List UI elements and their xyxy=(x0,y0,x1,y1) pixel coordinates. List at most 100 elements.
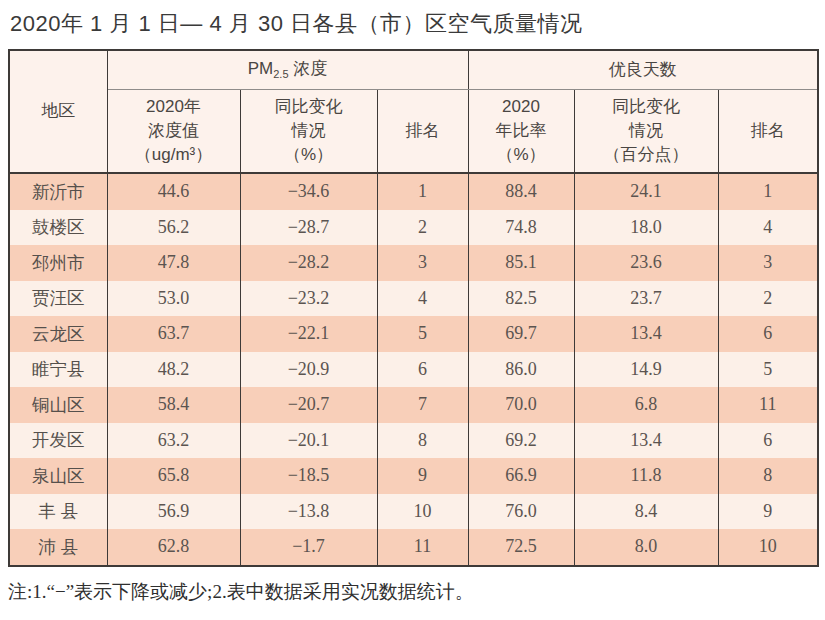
days-change-cell: 8.4 xyxy=(574,494,718,530)
pm-rank-cell: 4 xyxy=(377,281,468,317)
days-rank-cell: 10 xyxy=(718,529,818,566)
days-rank-cell: 9 xyxy=(718,494,818,530)
days-change-cell: 11.8 xyxy=(574,458,718,494)
table-row: 鼓楼区56.2−28.7274.818.04 xyxy=(9,210,818,246)
days-ratio-cell: 88.4 xyxy=(468,173,574,210)
table-row: 睢宁县48.2−20.9686.014.95 xyxy=(9,352,818,388)
days-ratio-cell: 76.0 xyxy=(468,494,574,530)
pm-change-cell: −22.1 xyxy=(240,316,377,352)
days-ratio-cell: 66.9 xyxy=(468,458,574,494)
pm-rank-cell: 8 xyxy=(377,423,468,459)
region-cell: 云龙区 xyxy=(9,316,107,352)
pm-value-cell: 58.4 xyxy=(107,387,240,423)
pm-value-cell: 47.8 xyxy=(107,245,240,281)
pm-value-cell: 48.2 xyxy=(107,352,240,388)
pm-rank-cell: 10 xyxy=(377,494,468,530)
pm-rank-cell: 3 xyxy=(377,245,468,281)
column-header-pm-value: 2020年 浓度值 （ug/m³） xyxy=(107,90,240,174)
table-row: 沛 县62.8−1.71172.58.010 xyxy=(9,529,818,566)
region-cell: 沛 县 xyxy=(9,529,107,566)
days-ratio-cell: 69.2 xyxy=(468,423,574,459)
days-change-cell: 23.7 xyxy=(574,281,718,317)
pm-change-cell: −28.7 xyxy=(240,210,377,246)
pm-value-cell: 63.7 xyxy=(107,316,240,352)
region-cell: 新沂市 xyxy=(9,173,107,210)
pm-value-cell: 62.8 xyxy=(107,529,240,566)
pm-change-cell: −18.5 xyxy=(240,458,377,494)
pm-value-cell: 53.0 xyxy=(107,281,240,317)
days-rank-cell: 6 xyxy=(718,316,818,352)
days-change-cell: 13.4 xyxy=(574,316,718,352)
table-row: 邳州市47.8−28.2385.123.63 xyxy=(9,245,818,281)
days-ratio-cell: 69.7 xyxy=(468,316,574,352)
column-header-days-change: 同比变化 情况 （百分点） xyxy=(574,90,718,174)
page-title: 2020年 1 月 1 日— 4 月 30 日各县（市）区空气质量情况 xyxy=(10,9,825,39)
column-header-days-rank: 排名 xyxy=(718,90,818,174)
days-ratio-cell: 74.8 xyxy=(468,210,574,246)
pm-rank-cell: 1 xyxy=(377,173,468,210)
days-change-cell: 14.9 xyxy=(574,352,718,388)
pm-change-cell: −28.2 xyxy=(240,245,377,281)
table-row: 开发区63.2−20.1869.213.46 xyxy=(9,423,818,459)
region-cell: 开发区 xyxy=(9,423,107,459)
days-rank-cell: 3 xyxy=(718,245,818,281)
days-change-cell: 24.1 xyxy=(574,173,718,210)
days-rank-cell: 6 xyxy=(718,423,818,459)
days-rank-cell: 2 xyxy=(718,281,818,317)
region-cell: 泉山区 xyxy=(9,458,107,494)
pm-rank-cell: 7 xyxy=(377,387,468,423)
region-cell: 铜山区 xyxy=(9,387,107,423)
pm-rank-cell: 9 xyxy=(377,458,468,494)
days-ratio-cell: 86.0 xyxy=(468,352,574,388)
days-change-cell: 23.6 xyxy=(574,245,718,281)
region-cell: 睢宁县 xyxy=(9,352,107,388)
pm-rank-cell: 5 xyxy=(377,316,468,352)
column-header-days-ratio: 2020 年比率 （%） xyxy=(468,90,574,174)
pm-rank-cell: 2 xyxy=(377,210,468,246)
pm-value-cell: 63.2 xyxy=(107,423,240,459)
pm-change-cell: −20.7 xyxy=(240,387,377,423)
days-change-cell: 8.0 xyxy=(574,529,718,566)
days-rank-cell: 11 xyxy=(718,387,818,423)
pm-change-cell: −23.2 xyxy=(240,281,377,317)
days-ratio-cell: 82.5 xyxy=(468,281,574,317)
column-header-pm-rank: 排名 xyxy=(377,90,468,174)
days-ratio-cell: 70.0 xyxy=(468,387,574,423)
pm25-label-subscript: 2.5 xyxy=(273,68,288,80)
table-row: 云龙区63.7−22.1569.713.46 xyxy=(9,316,818,352)
table-body: 新沂市44.6−34.6188.424.11鼓楼区56.2−28.7274.81… xyxy=(9,173,818,566)
air-quality-table: 地区 PM2.5 浓度 优良天数 2020年 浓度值 （ug/m³） 同比变化 … xyxy=(8,49,819,567)
pm-change-cell: −13.8 xyxy=(240,494,377,530)
days-rank-cell: 1 xyxy=(718,173,818,210)
pm-value-cell: 56.9 xyxy=(107,494,240,530)
pm-rank-cell: 6 xyxy=(377,352,468,388)
table-row: 贾汪区53.0−23.2482.523.72 xyxy=(9,281,818,317)
days-rank-cell: 8 xyxy=(718,458,818,494)
days-ratio-cell: 85.1 xyxy=(468,245,574,281)
pm-value-cell: 56.2 xyxy=(107,210,240,246)
table-row: 丰 县56.9−13.81076.08.49 xyxy=(9,494,818,530)
pm-change-cell: −20.9 xyxy=(240,352,377,388)
pm-value-cell: 44.6 xyxy=(107,173,240,210)
column-group-pm25: PM2.5 浓度 xyxy=(107,50,468,90)
footnote: 注:1.“−”表示下降或减少;2.表中数据采用实况数据统计。 xyxy=(8,579,825,605)
days-change-cell: 13.4 xyxy=(574,423,718,459)
region-cell: 鼓楼区 xyxy=(9,210,107,246)
days-change-cell: 6.8 xyxy=(574,387,718,423)
days-change-cell: 18.0 xyxy=(574,210,718,246)
column-group-good-days: 优良天数 xyxy=(468,50,818,90)
table-row: 泉山区65.8−18.5966.911.88 xyxy=(9,458,818,494)
region-cell: 丰 县 xyxy=(9,494,107,530)
days-rank-cell: 5 xyxy=(718,352,818,388)
pm-value-cell: 65.8 xyxy=(107,458,240,494)
column-header-pm-change: 同比变化 情况 （%） xyxy=(240,90,377,174)
pm-change-cell: −20.1 xyxy=(240,423,377,459)
region-cell: 贾汪区 xyxy=(9,281,107,317)
column-header-region: 地区 xyxy=(9,50,107,173)
pm25-label-suffix: 浓度 xyxy=(289,59,328,78)
table-row: 铜山区58.4−20.7770.06.811 xyxy=(9,387,818,423)
table-header: 地区 PM2.5 浓度 优良天数 2020年 浓度值 （ug/m³） 同比变化 … xyxy=(9,50,818,173)
table-row: 新沂市44.6−34.6188.424.11 xyxy=(9,173,818,210)
pm25-label-prefix: PM xyxy=(248,59,274,78)
pm-change-cell: −1.7 xyxy=(240,529,377,566)
